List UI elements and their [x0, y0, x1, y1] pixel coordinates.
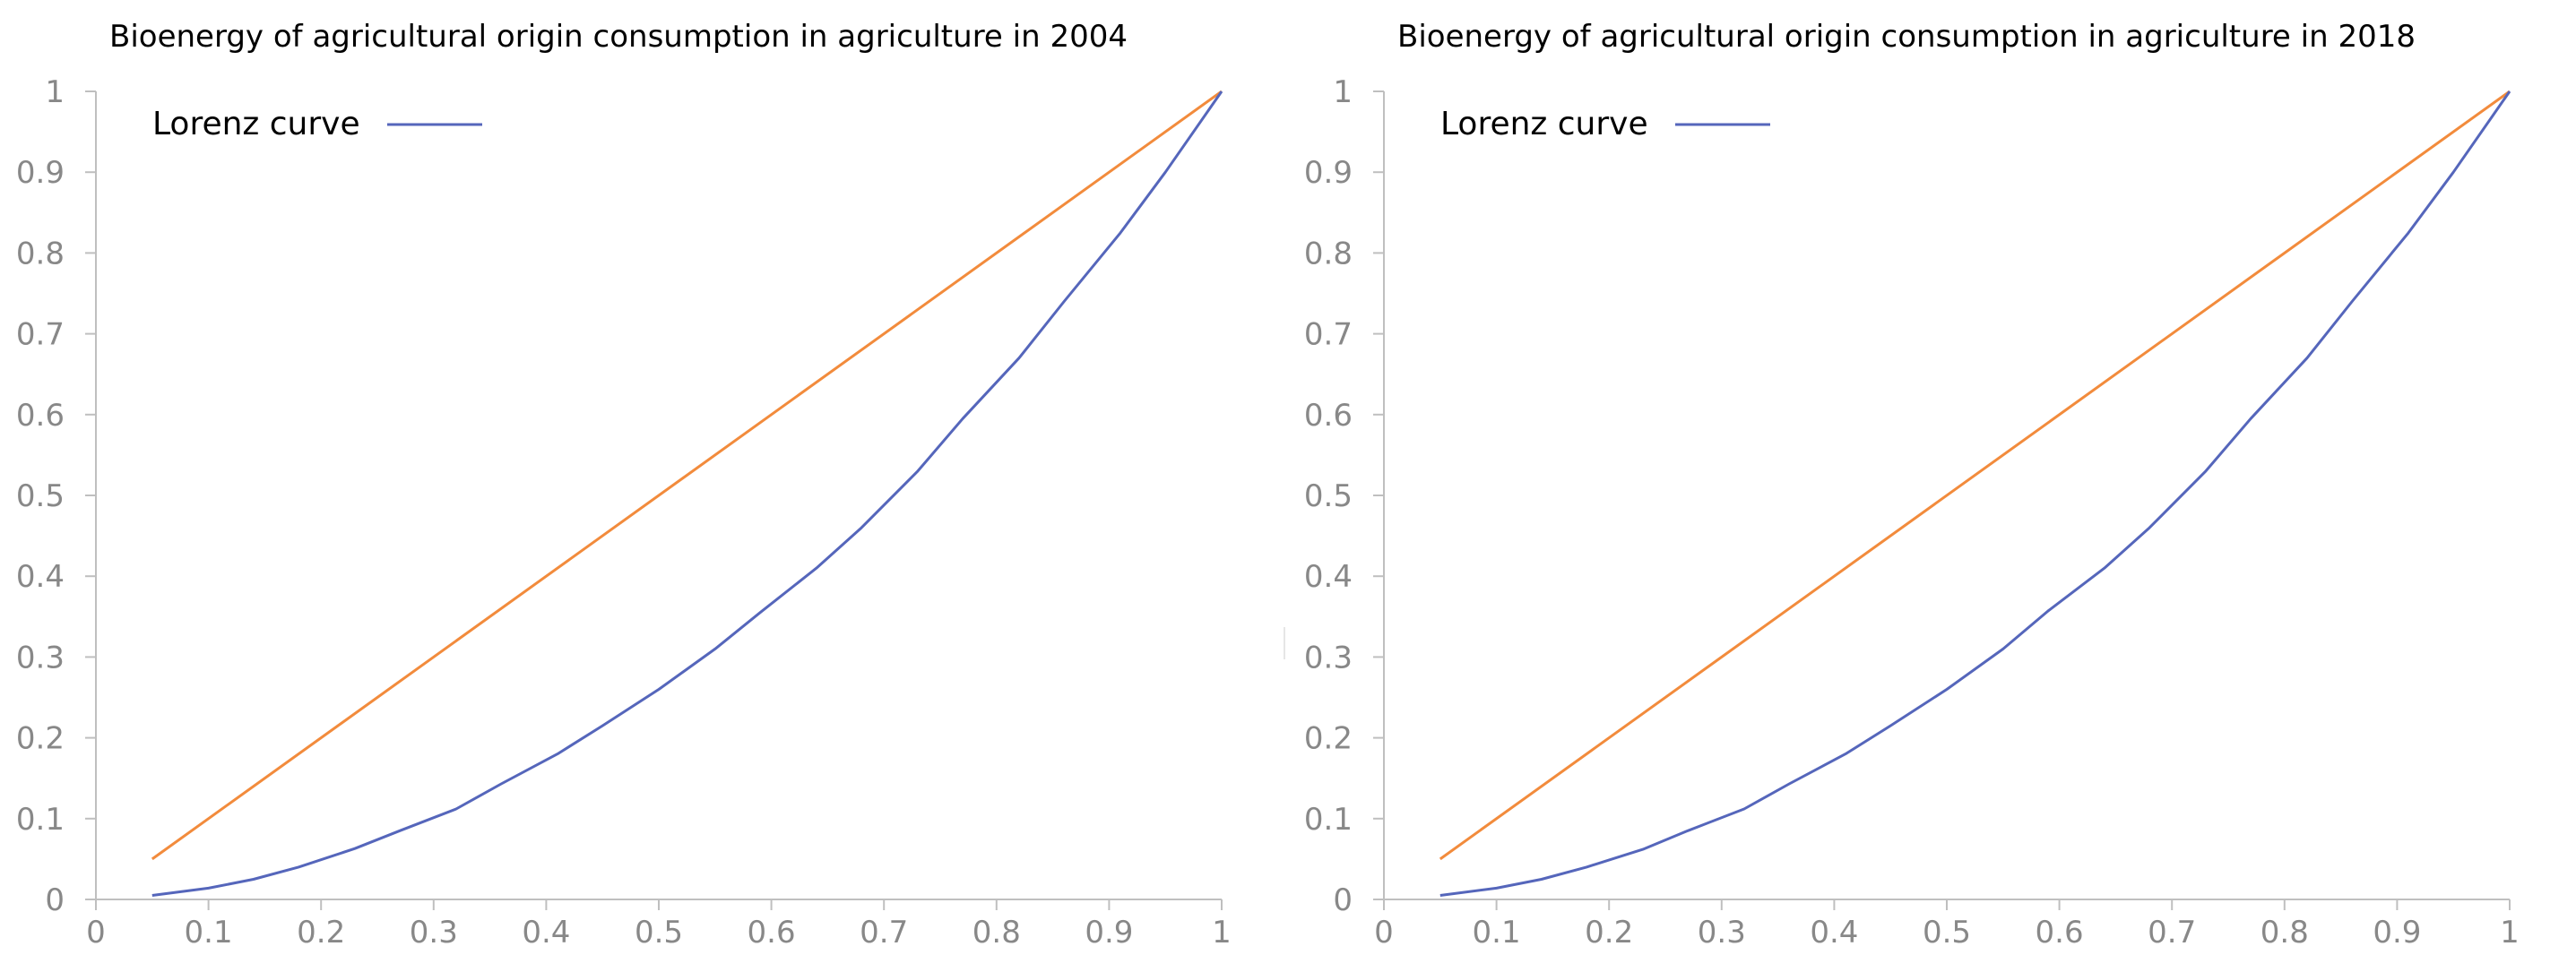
y-tick-label: 0.3	[1304, 640, 1353, 675]
y-tick-label: 0.5	[1304, 478, 1353, 514]
x-tick-label: 0.6	[2036, 915, 2084, 950]
x-tick-label: 0.5	[635, 915, 683, 950]
x-tick-label: 0.5	[1923, 915, 1971, 950]
x-tick-label: 0	[86, 915, 106, 950]
chart-svg: Bioenergy of agricultural origin consump…	[1304, 19, 2520, 950]
lorenz-chart-2004: Bioenergy of agricultural origin consump…	[16, 19, 1232, 950]
x-tick-label: 0.9	[2373, 915, 2421, 950]
chart-title: Bioenergy of agricultural origin consump…	[109, 19, 1128, 55]
x-tick-label: 1	[1212, 915, 1232, 950]
y-tick-label: 0.2	[16, 721, 65, 757]
y-tick-label: 0.1	[1304, 802, 1353, 838]
y-tick-label: 0.3	[16, 640, 65, 675]
y-tick-label: 0.9	[16, 155, 65, 191]
y-tick-label: 0.6	[16, 398, 65, 434]
lorenz-curve-line	[151, 90, 1223, 897]
y-tick-label: 0.6	[1304, 398, 1353, 434]
lorenz-curve-line	[1439, 90, 2511, 897]
x-tick-label: 0.1	[185, 915, 233, 950]
legend-label: Lorenz curve	[152, 106, 360, 142]
x-tick-label: 0.4	[522, 915, 570, 950]
x-tick-label: 0.3	[410, 915, 458, 950]
y-tick-label: 0	[1333, 882, 1353, 918]
x-tick-label: 0.2	[1585, 915, 1633, 950]
chart-title: Bioenergy of agricultural origin consump…	[1397, 19, 2416, 55]
equality-line	[151, 90, 1223, 861]
y-tick-label: 1	[1333, 74, 1353, 110]
y-tick-label: 0.8	[16, 236, 65, 271]
x-tick-label: 0.9	[1085, 915, 1133, 950]
x-tick-label: 0.4	[1810, 915, 1858, 950]
x-tick-label: 0	[1374, 915, 1394, 950]
x-tick-label: 0.3	[1698, 915, 1746, 950]
lorenz-chart-2018: Bioenergy of agricultural origin consump…	[1288, 0, 2576, 972]
y-tick-label: 0.8	[1304, 236, 1353, 271]
x-tick-label: 0.7	[860, 915, 908, 950]
x-tick-label: 0.1	[1473, 915, 1521, 950]
x-tick-label: 0.8	[2260, 915, 2309, 950]
y-tick-label: 0.4	[1304, 559, 1353, 595]
x-tick-label: 0.6	[748, 915, 796, 950]
y-tick-label: 0.4	[16, 559, 65, 595]
y-tick-label: 0.2	[1304, 721, 1353, 757]
x-tick-label: 1	[2500, 915, 2520, 950]
y-tick-label: 0.9	[1304, 155, 1353, 191]
y-tick-label: 0.5	[16, 478, 65, 514]
chart-svg: Bioenergy of agricultural origin consump…	[16, 19, 1232, 950]
legend-label: Lorenz curve	[1440, 106, 1648, 142]
y-tick-label: 0	[45, 882, 65, 918]
y-tick-label: 1	[45, 74, 65, 110]
x-tick-label: 0.7	[2148, 915, 2196, 950]
equality-line	[1439, 90, 2511, 861]
x-tick-label: 0.8	[972, 915, 1021, 950]
y-tick-label: 0.1	[16, 802, 65, 838]
panel-divider	[1284, 627, 1285, 659]
y-tick-label: 0.7	[16, 317, 65, 353]
x-tick-label: 0.2	[297, 915, 345, 950]
y-tick-label: 0.7	[1304, 317, 1353, 353]
